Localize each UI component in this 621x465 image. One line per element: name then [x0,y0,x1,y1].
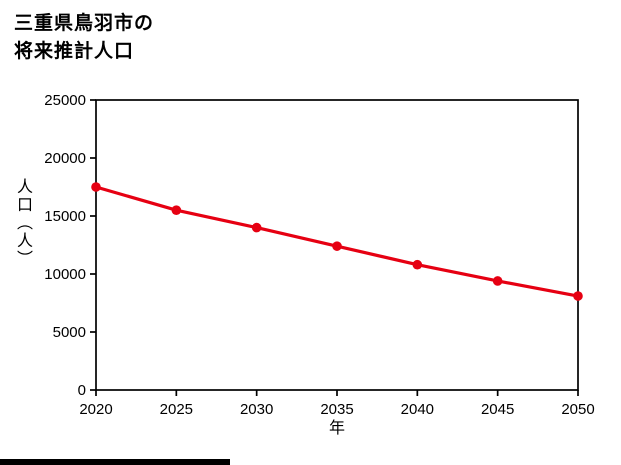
y-tick-label: 15000 [44,208,86,225]
data-point [412,259,423,270]
x-tick-label: 2025 [160,401,193,418]
data-point [171,205,182,215]
y-tick-label: 0 [78,382,86,399]
bottom-partial-border [0,459,230,465]
x-tick-label: 2050 [561,401,594,418]
line-chart: 0 5000 10000 15000 20000 25000 2020 2025 2030 203… [44,92,594,418]
y-tick-label: 10000 [44,266,86,283]
data-point [91,182,101,192]
y-axis-label: 人口（人） [14,178,31,268]
chart-title: 三重県鳥羽市の 将来推計人口 [14,10,154,66]
data-point [573,291,583,301]
x-tick-label: 2030 [240,401,273,418]
chart-title-line2: 将来推計人口 [14,41,135,62]
y-tick-label: 5000 [53,324,86,341]
x-tick-label: 2020 [79,401,112,418]
data-point [492,276,503,286]
chart-title-line1: 三重県鳥羽市の [14,13,155,34]
x-tick-label: 2040 [401,401,434,418]
data-point [251,222,262,233]
x-tick-label: 2035 [320,401,353,418]
y-tick-label: 25000 [44,92,86,109]
x-tick-label: 2045 [481,401,514,418]
y-tick-label: 20000 [44,150,86,167]
x-axis-label: 年 [328,420,345,437]
data-point [332,241,342,251]
